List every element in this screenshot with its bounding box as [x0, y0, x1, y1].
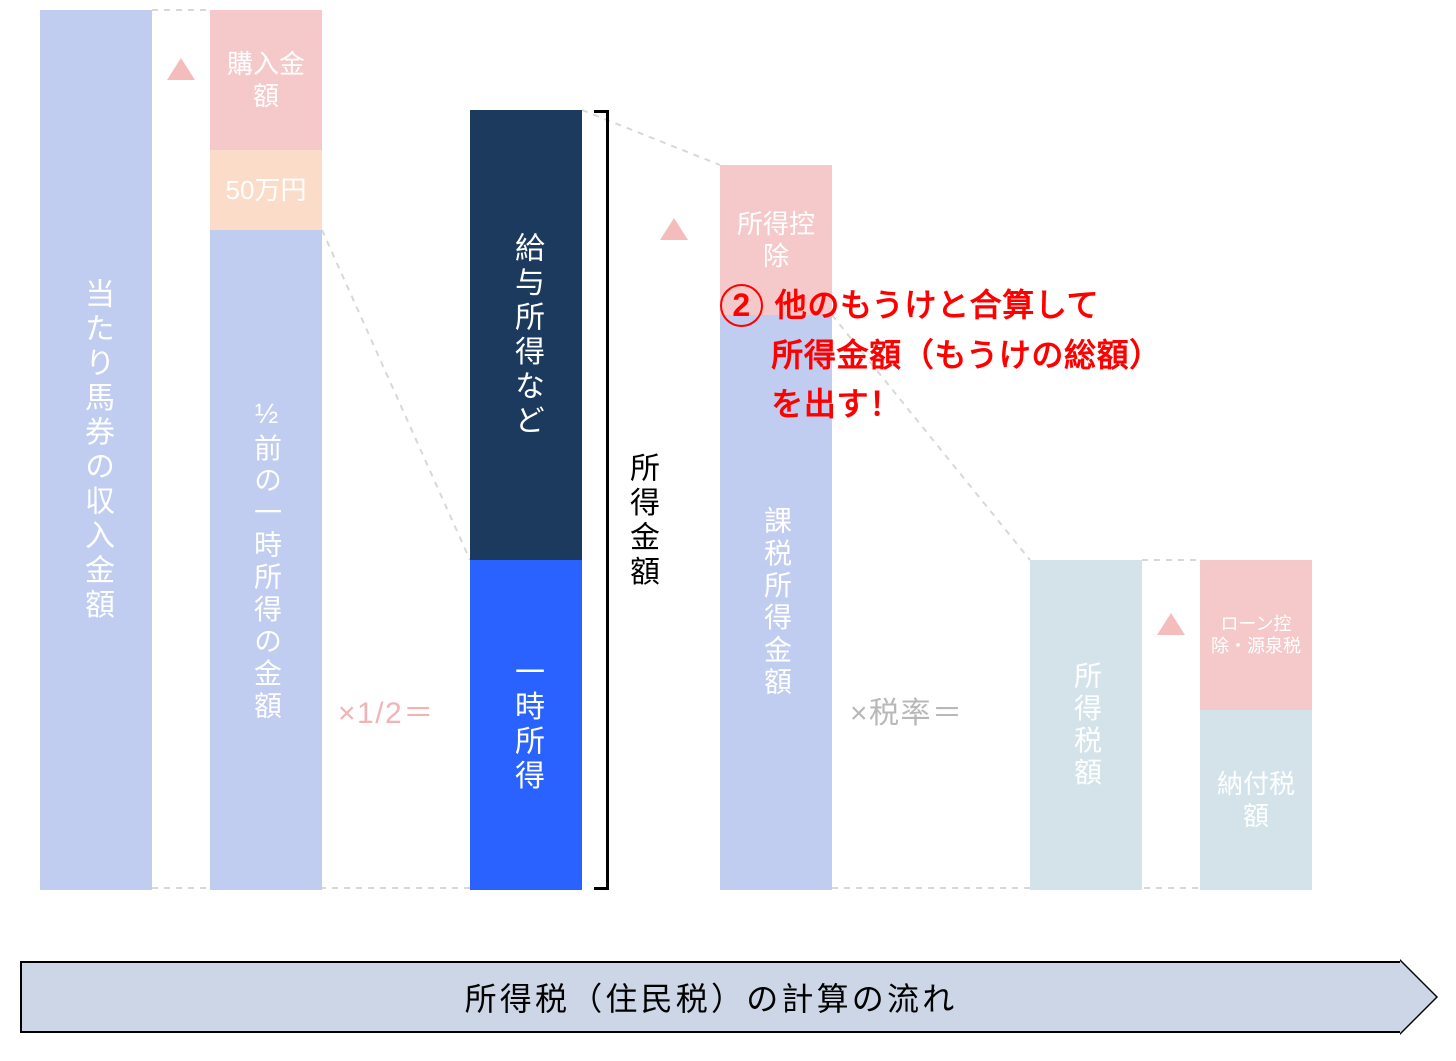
flow-arrow-banner: 所得税（住民税）の計算の流れ: [20, 961, 1436, 1033]
bar-b2_main: ½前の一時所得の金額: [210, 230, 322, 890]
bar-label-b2_top2: 50万円: [220, 174, 313, 207]
annot-line2: 所得金額（もうけの総額）: [720, 331, 1162, 381]
bar-b1: 当たり馬券の収入金額: [40, 10, 152, 890]
bar-label-b4_top: 所得控除: [720, 208, 832, 273]
banner-body: 所得税（住民税）の計算の流れ: [20, 961, 1400, 1033]
bar-label-b6_main: 納付税額: [1200, 768, 1312, 833]
bar-b3_bot: 一時所得: [470, 560, 582, 890]
bar-label-b6_top: ローン控除・源泉税: [1200, 613, 1312, 658]
bar-b6_top: ローン控除・源泉税: [1200, 560, 1312, 710]
bar-label-b1: 当たり馬券の収入金額: [74, 278, 118, 623]
minus-triangle-t2: [660, 218, 688, 240]
banner-arrowhead: [1400, 961, 1436, 1033]
bar-label-b2_main: ½前の一時所得の金額: [246, 398, 286, 723]
caption-c2: ×税率＝: [850, 688, 964, 732]
bar-label-b4_main: 課税所得金額: [756, 506, 796, 699]
caption-c1: ×1/2＝: [338, 688, 435, 732]
banner-text: 所得税（住民税）の計算の流れ: [465, 974, 958, 1020]
annotation-step-2: 2 他のもうけと合算して所得金額（もうけの総額）を出す！: [720, 281, 1162, 430]
bar-label-b5: 所得税額: [1066, 661, 1106, 790]
bar-b2_top1: 購入金額: [210, 10, 322, 150]
bar-b6_main: 納付税額: [1200, 710, 1312, 890]
bar-b2_top2: 50万円: [210, 150, 322, 230]
bar-label-b3_top: 給与所得など: [504, 232, 548, 439]
guide-line-2: [322, 230, 470, 560]
annot-line1: 他のもうけと合算して: [775, 287, 1099, 323]
minus-triangle-t3: [1157, 613, 1185, 635]
bar-b5: 所得税額: [1030, 560, 1142, 890]
bar-b3_top: 給与所得など: [470, 110, 582, 560]
bar-label-b3_bot: 一時所得: [504, 656, 548, 794]
annot-line3: を出す！: [720, 380, 902, 430]
bar-label-b2_top1: 購入金額: [210, 48, 322, 113]
chart-area: 当たり馬券の収入金額 購入金額 50万円 ½前の一時所得の金額 給与所得など一時所得 所得…: [20, 0, 1436, 890]
bracket: [595, 110, 609, 890]
minus-triangle-t1: [167, 58, 195, 80]
bracket-label: 所得金額: [619, 452, 663, 590]
